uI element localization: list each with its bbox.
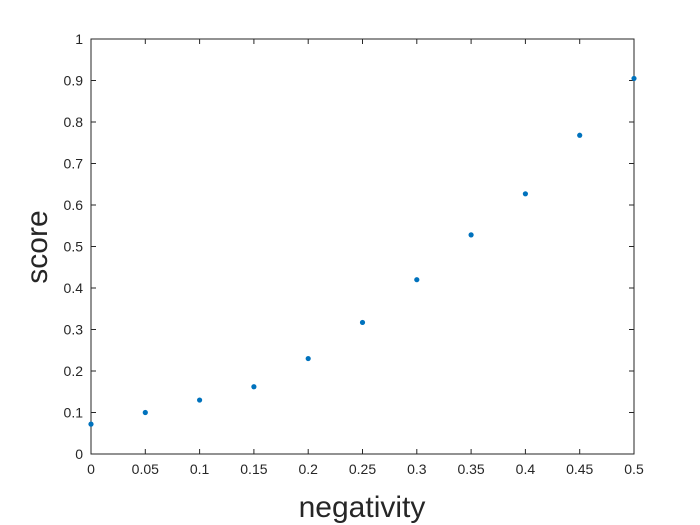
y-tick-label: 0 [75, 446, 83, 462]
data-points [88, 75, 637, 427]
y-tick-label: 0.3 [64, 322, 84, 338]
y-tick-label: 1 [75, 31, 83, 47]
data-point [631, 75, 637, 82]
data-point [359, 319, 366, 326]
y-axis-ticks: 0 0.1 0.2 0.3 0.4 0.5 0.6 0.7 0.8 0.9 1 [64, 31, 634, 462]
data-point [197, 397, 203, 403]
data-point [88, 421, 94, 427]
y-tick-label: 0.8 [64, 114, 84, 130]
data-point [414, 277, 420, 283]
y-tick-label: 0.9 [64, 73, 84, 89]
y-tick-label: 0.4 [64, 280, 84, 296]
y-tick-label: 0.6 [64, 197, 84, 213]
x-tick-label: 0 [87, 461, 95, 477]
y-tick-label: 0.2 [64, 363, 84, 379]
x-tick-label: 0.1 [190, 461, 210, 477]
plot-area [90, 38, 635, 455]
x-tick-label: 0.35 [457, 461, 484, 477]
y-tick-label: 0.5 [64, 239, 84, 255]
x-axis-label: negativity [299, 491, 426, 524]
x-tick-label: 0.15 [240, 461, 267, 477]
x-tick-label: 0.45 [566, 461, 593, 477]
data-point [251, 384, 257, 390]
y-tick-label: 0.1 [64, 405, 84, 421]
x-tick-label: 0.5 [624, 461, 644, 477]
x-tick-label: 0.4 [516, 461, 536, 477]
y-tick-label: 0.7 [64, 156, 84, 172]
x-tick-label: 0.3 [407, 461, 427, 477]
data-point [305, 355, 311, 362]
x-tick-label: 0.2 [298, 461, 318, 477]
x-tick-label: 0.05 [132, 461, 159, 477]
y-axis-label: score [21, 210, 54, 283]
data-point [142, 409, 148, 416]
x-axis-ticks: 0 0.05 0.1 0.15 0.2 0.25 0.3 0.35 0.4 0.45 0.5 [87, 39, 644, 477]
data-point [522, 191, 529, 197]
x-tick-label: 0.25 [349, 461, 376, 477]
data-point [468, 232, 474, 238]
data-point [577, 132, 583, 138]
